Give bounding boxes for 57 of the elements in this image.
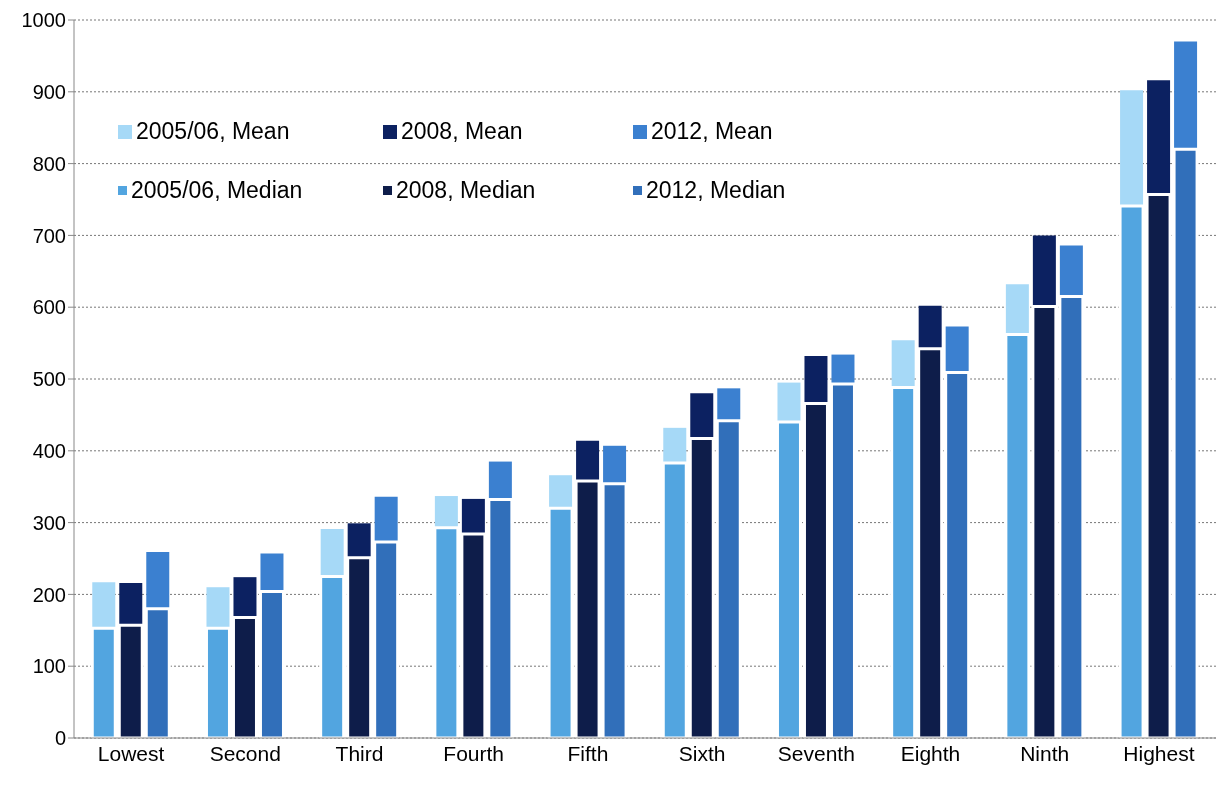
bar [717,388,741,421]
y-tick-label: 100 [32,655,66,678]
x-tick-label: Sixth [678,741,726,765]
bar [603,445,627,484]
bar [663,427,687,464]
bar [1174,41,1198,150]
x-tick-label: Fourth [443,741,505,765]
x-tick-label: Ninth [1020,741,1070,765]
y-tick-label: 400 [32,439,66,462]
bar [260,553,284,592]
legend-label: 2008, Mean [401,118,523,145]
bar [945,326,969,373]
y-tick-label: 800 [32,152,66,175]
bar [434,496,458,528]
x-tick-label: Highest [1123,741,1195,765]
y-tick-label: 900 [32,80,66,103]
bar [777,382,801,423]
bar [1120,90,1144,206]
bar [320,529,344,577]
x-tick-label: Seventh [777,741,855,765]
bar [1059,245,1083,297]
y-tick-label: 300 [32,511,66,534]
y-tick-label: 600 [32,296,66,319]
legend-label: 2005/06, Median [131,177,303,204]
bar [891,340,915,388]
bar [206,587,230,629]
x-tick-label: Second [209,741,281,765]
bar [92,582,116,629]
y-tick-label: 200 [32,583,66,606]
bar [549,475,573,509]
y-tick-label: 700 [32,224,66,247]
y-tick-label: 500 [32,368,66,391]
legend-label: 2012, Mean [651,118,773,145]
x-tick-label: Third [335,741,384,765]
bar [918,305,942,349]
legend-label: 2008, Median [396,177,536,204]
bar [576,440,600,481]
bar [233,577,257,618]
x-tick-label: Fifth [567,741,609,765]
bar [146,552,170,609]
x-tick-label: Lowest [97,741,165,765]
y-tick-label: 0 [54,727,66,750]
bar [488,461,512,500]
bar [347,523,371,558]
bar [804,356,828,404]
x-tick-label: Eighth [900,741,961,765]
bar [119,582,143,626]
legend-label: 2012, Median [646,177,786,204]
legend-label: 2005/06, Mean [136,118,290,145]
bar [1147,80,1171,195]
bar [461,498,485,535]
bar [690,393,714,439]
bar [374,496,398,542]
bar [1005,284,1029,335]
bar [1032,235,1056,307]
y-tick-label: 1000 [21,9,66,32]
bar [831,354,855,385]
